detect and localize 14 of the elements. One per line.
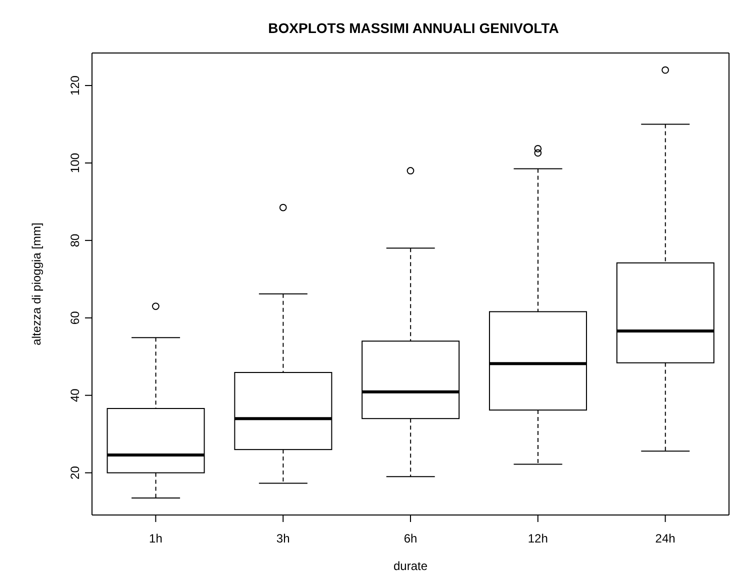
- y-axis-title: altezza di pioggia [mm]: [29, 222, 44, 346]
- x-tick-label: 3h: [276, 532, 290, 546]
- x-tick-label: 1h: [149, 532, 162, 546]
- x-tick-label: 12h: [528, 532, 548, 546]
- y-tick-label: 80: [68, 233, 82, 248]
- y-tick-label: 120: [68, 75, 82, 96]
- x-axis-title: durate: [393, 559, 428, 573]
- y-tick-label: 40: [68, 388, 82, 402]
- x-tick-label: 6h: [404, 532, 418, 546]
- chart-title: BOXPLOTS MASSIMI ANNUALI GENIVOLTA: [267, 20, 560, 36]
- x-tick-label: 24h: [655, 532, 676, 546]
- y-tick-label: 60: [68, 310, 82, 325]
- y-tick-label: 20: [68, 466, 82, 480]
- y-tick-label: 100: [68, 152, 82, 173]
